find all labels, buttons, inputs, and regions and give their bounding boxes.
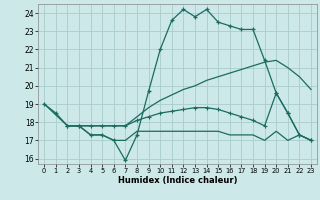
X-axis label: Humidex (Indice chaleur): Humidex (Indice chaleur)	[118, 176, 237, 185]
